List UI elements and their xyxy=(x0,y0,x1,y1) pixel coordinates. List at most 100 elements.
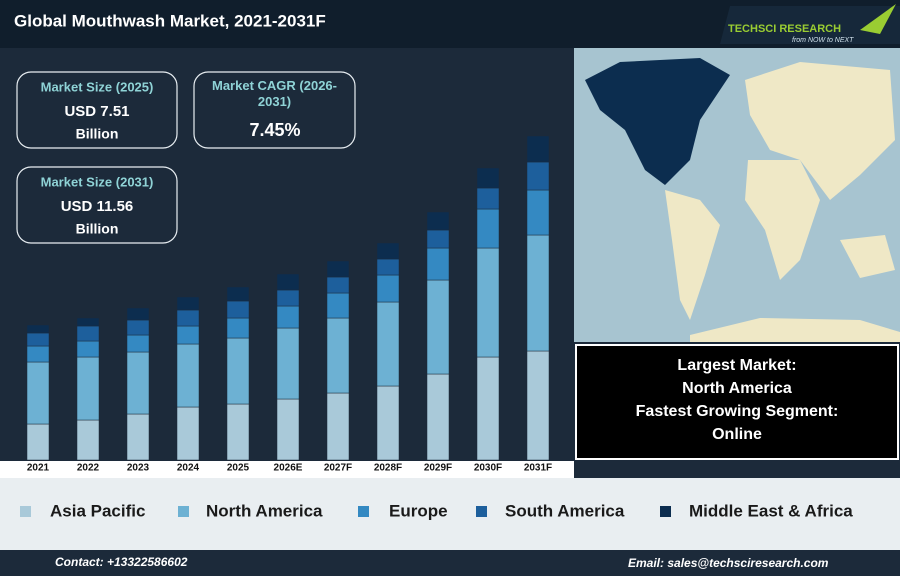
legend-swatch xyxy=(178,506,189,517)
bar-segment xyxy=(426,229,450,249)
bar-segment xyxy=(376,301,400,387)
bar-segment xyxy=(76,356,100,421)
bar-segment xyxy=(476,356,500,461)
bar-segment xyxy=(176,296,200,311)
legend-label: Middle East & Africa xyxy=(689,501,853,520)
logo-mark xyxy=(860,4,896,34)
bar-segment xyxy=(476,187,500,210)
axis-strip xyxy=(0,461,574,478)
bar-segment xyxy=(426,373,450,461)
bar-segment xyxy=(26,423,50,461)
bar-segment xyxy=(76,419,100,461)
bar-segment xyxy=(126,351,150,415)
bar-segment xyxy=(26,332,50,347)
bar-segment xyxy=(326,392,350,461)
bar-segment xyxy=(226,286,250,302)
bar-segment xyxy=(326,317,350,394)
bar-segment xyxy=(526,135,550,163)
x-tick-label: 2027F xyxy=(324,463,352,474)
kpi-label-wrap: Market CAGR (2026-2031) xyxy=(212,78,337,109)
kpi-label: Market CAGR (2026-2031) xyxy=(212,78,337,109)
legend-label: Asia Pacific xyxy=(50,501,145,520)
kpi-value: USD 11.56 xyxy=(61,198,134,215)
kpi-value: 7.45% xyxy=(249,120,300,140)
bar-segment xyxy=(276,327,300,400)
bar-segment xyxy=(326,260,350,278)
callout-line: Fastest Growing Segment: xyxy=(636,403,839,420)
antarctica xyxy=(690,318,900,342)
bar-segment xyxy=(226,403,250,461)
x-tick-label: 2021 xyxy=(27,463,50,474)
bar-segment xyxy=(276,273,300,291)
bar-segment xyxy=(526,234,550,352)
bar-segment xyxy=(126,334,150,353)
legend-swatch xyxy=(660,506,671,517)
email: Email: sales@techsciresearch.com xyxy=(628,556,829,570)
x-tick-label: 2029F xyxy=(424,463,452,474)
legend-swatch xyxy=(476,506,487,517)
bar-segment xyxy=(226,300,250,319)
bar-segment xyxy=(376,274,400,303)
x-tick-label: 2031F xyxy=(524,463,552,474)
bar-segment xyxy=(426,211,450,231)
bar-segment xyxy=(226,317,250,339)
title: Global Mouthwash Market, 2021-2031F xyxy=(14,11,326,30)
bar-segment xyxy=(276,398,300,461)
contact: Contact: +13322586602 xyxy=(55,555,188,569)
legend-area xyxy=(0,478,900,550)
bar-segment xyxy=(176,343,200,408)
legend-swatch xyxy=(358,506,369,517)
bar-segment xyxy=(26,345,50,363)
bar-segment xyxy=(276,289,300,307)
north-america xyxy=(585,58,730,185)
kpi-box xyxy=(193,71,356,149)
kpi-value: USD 7.51 xyxy=(64,103,129,120)
callout-line: Online xyxy=(712,426,762,443)
bar-segment xyxy=(76,340,100,358)
kpi-box xyxy=(16,166,178,244)
legend-label: North America xyxy=(206,501,323,520)
callout-box xyxy=(575,344,899,460)
bar-segment xyxy=(176,325,200,345)
bar-segment xyxy=(326,292,350,319)
kpi-label: Market Size (2031) xyxy=(41,174,154,189)
bar-segment xyxy=(376,242,400,260)
bar-segment xyxy=(26,361,50,425)
bar-segment xyxy=(126,307,150,321)
bar-segment xyxy=(176,309,200,327)
x-tick-label: 2024 xyxy=(177,463,200,474)
bar-segment xyxy=(76,325,100,342)
callout-line: North America xyxy=(682,380,792,397)
footer-bar xyxy=(0,552,900,576)
legend-label: Europe xyxy=(389,501,448,520)
bar-segment xyxy=(276,305,300,329)
bar-segment xyxy=(126,319,150,336)
bar-segment xyxy=(26,324,50,334)
legend-label: South America xyxy=(505,501,625,520)
africa xyxy=(745,160,820,280)
bar-segment xyxy=(176,406,200,461)
bar-segment xyxy=(526,189,550,236)
bar-segment xyxy=(376,258,400,276)
logo-bg xyxy=(720,6,900,44)
south-america xyxy=(665,190,720,320)
bar-segment xyxy=(426,279,450,375)
map xyxy=(574,48,900,342)
bar-segment xyxy=(476,167,500,189)
callout-line: Largest Market: xyxy=(677,357,796,374)
bar-segment xyxy=(426,247,450,281)
bar-segment xyxy=(326,276,350,294)
x-tick-label: 2023 xyxy=(127,463,150,474)
x-tick-label: 2025 xyxy=(227,463,250,474)
bar-segment xyxy=(226,337,250,405)
bar-segment xyxy=(526,350,550,461)
bar-segment xyxy=(476,208,500,249)
bar-segment xyxy=(476,247,500,358)
kpi-label: Market Size (2025) xyxy=(41,79,154,94)
bar-segment xyxy=(526,161,550,191)
x-tick-label: 2026E xyxy=(274,463,303,474)
kpi-box xyxy=(16,71,178,149)
x-tick-label: 2022 xyxy=(77,463,100,474)
bar-segment xyxy=(126,413,150,461)
